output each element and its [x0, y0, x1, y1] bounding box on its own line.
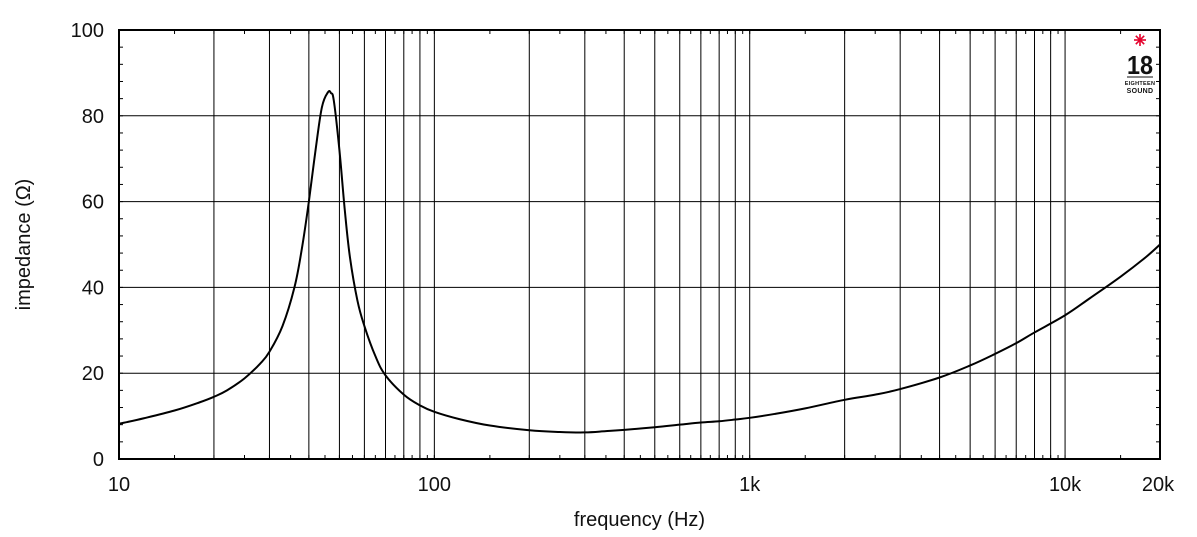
- y-tick-label: 0: [93, 449, 104, 471]
- y-tick-label: 80: [82, 106, 104, 128]
- logo-word-sound: SOUND: [1127, 88, 1154, 95]
- logo-word-eighteen: EIGHTEEN: [1125, 81, 1156, 87]
- y-tick-label: 40: [82, 277, 104, 299]
- x-axis-title: frequency (Hz): [574, 509, 705, 531]
- y-tick-label: 20: [82, 363, 104, 385]
- star-icon: [1134, 34, 1146, 46]
- x-tick-label: 1k: [739, 474, 761, 496]
- x-tick-label: 10: [108, 474, 130, 496]
- logo-number: 18: [1127, 50, 1153, 80]
- grid: [119, 30, 1160, 459]
- y-tick-labels: 0 20 40 60 80 100: [71, 20, 104, 471]
- eighteen-sound-logo: 18 EIGHTEEN SOUND: [1125, 34, 1156, 95]
- x-tick-label: 10k: [1049, 474, 1082, 496]
- impedance-curve: [118, 89, 1161, 434]
- y-tick-label: 60: [82, 192, 104, 214]
- x-tick-label: 100: [418, 474, 451, 496]
- x-tick-labels: 10 100 1k 10k 20k: [108, 474, 1175, 496]
- y-axis-title: impedance (Ω): [13, 179, 35, 311]
- plot-frame: [118, 29, 1161, 460]
- x-tick-label: 20k: [1142, 474, 1175, 496]
- y-tick-label: 100: [71, 20, 104, 42]
